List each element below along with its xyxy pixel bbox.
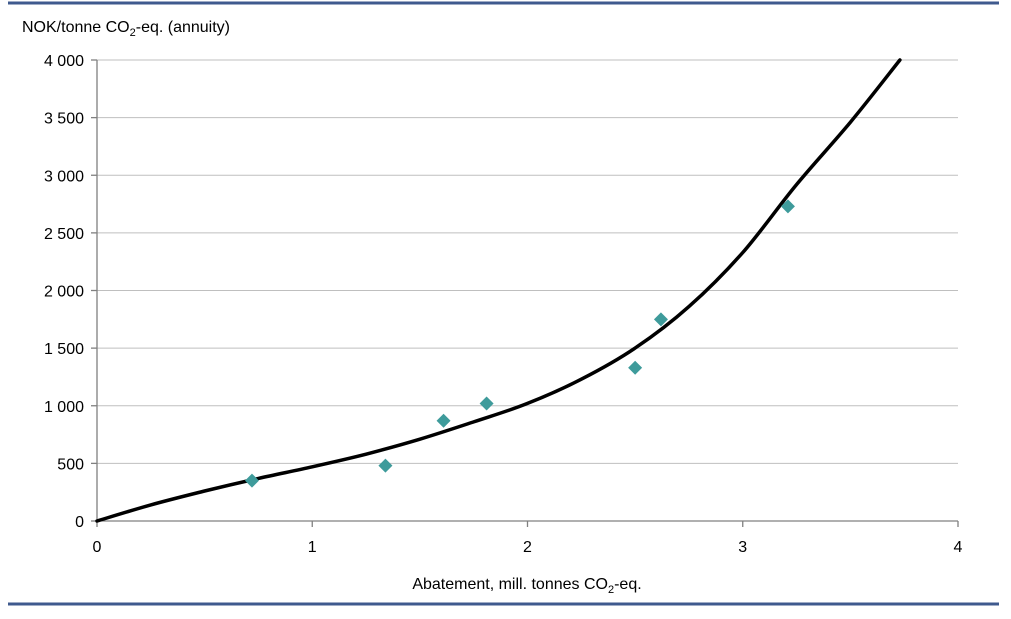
data-point-5 xyxy=(653,312,668,327)
data-point-2 xyxy=(436,413,451,428)
data-point-4 xyxy=(628,360,643,375)
y-tick-labels: 0 500 1 000 1 500 2 000 2 500 3 000 3 500 4 000 xyxy=(44,53,84,531)
y-tick-label-7: 3 500 xyxy=(44,111,84,128)
x-tick-label-2: 2 xyxy=(523,539,532,556)
axes xyxy=(91,59,959,527)
x-tick-label-0: 0 xyxy=(93,539,102,556)
y-tick-label-6: 3 000 xyxy=(44,168,84,185)
data-point-0 xyxy=(244,473,259,488)
data-points xyxy=(244,199,795,488)
x-tick-label-3: 3 xyxy=(738,539,747,556)
x-tick-label-1: 1 xyxy=(308,539,317,556)
x-tick-label-4: 4 xyxy=(954,539,963,556)
x-tick-labels: 0 1 2 3 4 xyxy=(93,539,963,556)
data-point-6 xyxy=(780,199,795,214)
trend-curve xyxy=(95,58,902,523)
data-point-1 xyxy=(378,458,393,473)
x-axis-label: Abatement, mill. tonnes CO2-eq. xyxy=(412,576,641,596)
data-point-3 xyxy=(479,396,494,411)
y-tick-label-5: 2 500 xyxy=(44,226,84,243)
y-tick-label-0: 0 xyxy=(75,514,84,531)
y-tick-label-8: 4 000 xyxy=(44,53,84,70)
gridlines xyxy=(97,59,958,464)
y-tick-label-1: 500 xyxy=(57,456,84,473)
y-tick-label-2: 1 000 xyxy=(44,399,84,416)
y-axis-label: NOK/tonne CO2-eq. (annuity) xyxy=(22,19,230,39)
y-tick-label-3: 1 500 xyxy=(44,341,84,358)
y-tick-label-4: 2 000 xyxy=(44,284,84,301)
